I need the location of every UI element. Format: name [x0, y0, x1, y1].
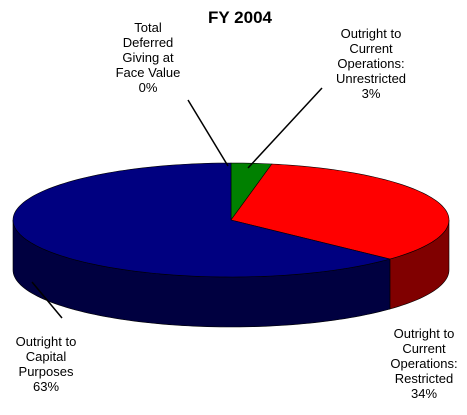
- value-label: 3%: [361, 86, 381, 101]
- category-label: Outright to Current Operations: Unrestri…: [335, 26, 407, 86]
- value-label: 0%: [138, 80, 158, 95]
- slice: [230, 163, 450, 260]
- slice-label: Outright to Current Operations: Unrestri…: [322, 26, 420, 101]
- slice-label: Total Deferred Giving at Face Value 0%: [112, 20, 184, 95]
- category-label: Total Deferred Giving at Face Value: [115, 20, 181, 80]
- chart-title: FY 2004: [208, 8, 272, 27]
- slice-label: Outright to Current Operations: Restrict…: [376, 326, 467, 401]
- slice: [12, 162, 390, 278]
- leader-line: [187, 99, 229, 167]
- value-label: 34%: [410, 386, 438, 401]
- value-label: 63%: [32, 379, 60, 394]
- slice-label: Outright to Capital Purposes 63%: [8, 334, 84, 394]
- category-label: Outright to Current Operations: Restrict…: [390, 326, 458, 386]
- leader-line: [31, 281, 63, 319]
- leader-line: [247, 87, 323, 169]
- category-label: Outright to Capital Purposes: [15, 334, 77, 379]
